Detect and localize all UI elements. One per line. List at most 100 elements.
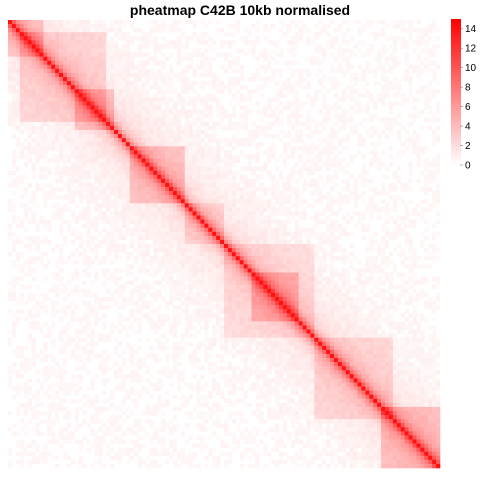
heatmap-cell — [337, 244, 343, 249]
heatmap-cell — [192, 223, 197, 229]
heatmap-cell — [251, 223, 256, 229]
heatmap-cell — [271, 154, 276, 159]
heatmap-cell — [55, 32, 60, 37]
heatmap-cell — [247, 178, 252, 184]
heatmap-cell — [8, 227, 13, 233]
heatmap-cell — [66, 20, 72, 25]
heatmap-cell — [157, 150, 162, 155]
heatmap-cell — [165, 117, 170, 123]
heatmap-cell — [208, 182, 213, 188]
heatmap-cell — [110, 244, 115, 249]
heatmap-cell — [98, 52, 103, 57]
heatmap-cell — [86, 154, 91, 159]
heatmap-cell — [184, 77, 189, 82]
heatmap-cell — [396, 93, 402, 98]
heatmap-cell — [400, 125, 405, 131]
heatmap-cell — [381, 223, 386, 229]
heatmap-cell — [94, 154, 99, 159]
heatmap-cell — [212, 182, 217, 188]
heatmap-cell — [224, 32, 229, 37]
heatmap-cell — [102, 227, 107, 233]
heatmap-cell — [117, 134, 123, 139]
heatmap-cell — [408, 142, 413, 147]
heatmap-cell — [47, 158, 52, 163]
heatmap-cell — [263, 64, 268, 70]
heatmap-cell — [43, 121, 48, 127]
heatmap-cell — [330, 81, 335, 86]
heatmap-cell — [153, 113, 158, 119]
heatmap-cell — [255, 268, 260, 273]
heatmap-cell — [86, 207, 91, 212]
heatmap-cell — [388, 68, 394, 74]
heatmap-cell — [59, 28, 64, 33]
heatmap-cell — [184, 191, 189, 196]
heatmap-cell — [129, 272, 134, 277]
heatmap-cell — [23, 244, 28, 249]
heatmap-cell — [62, 44, 68, 49]
heatmap-cell — [117, 292, 123, 298]
heatmap-cell — [318, 235, 323, 241]
heatmap-cell — [306, 109, 311, 114]
heatmap-cell — [59, 113, 64, 119]
heatmap-cell — [259, 174, 264, 180]
heatmap-cell — [98, 166, 103, 171]
heatmap-cell — [117, 276, 123, 281]
heatmap-cell — [94, 186, 99, 192]
heatmap-cell — [259, 93, 264, 98]
heatmap-cell — [129, 280, 134, 286]
heatmap-cell — [224, 162, 229, 167]
heatmap-cell — [432, 20, 437, 25]
heatmap-cell — [129, 166, 134, 171]
heatmap-cell — [326, 264, 331, 269]
heatmap-cell — [145, 203, 150, 208]
heatmap-cell — [298, 268, 303, 273]
heatmap-cell — [314, 244, 319, 249]
heatmap-cell — [369, 199, 374, 204]
heatmap-cell — [106, 113, 111, 119]
heatmap-cell — [74, 174, 79, 180]
heatmap-cell — [227, 150, 233, 155]
heatmap-cell — [66, 170, 72, 176]
heatmap-cell — [137, 138, 142, 143]
heatmap-cell — [176, 223, 182, 229]
heatmap-cell — [102, 235, 107, 241]
heatmap-cell — [345, 219, 350, 224]
heatmap-cell — [227, 244, 233, 249]
heatmap-cell — [137, 121, 142, 127]
heatmap-cell — [310, 288, 315, 294]
heatmap-cell — [302, 211, 307, 216]
heatmap-cell — [27, 48, 32, 53]
heatmap-cell — [137, 89, 142, 94]
heatmap-cell — [412, 260, 417, 265]
heatmap-cell — [11, 85, 17, 90]
heatmap-cell — [31, 191, 36, 196]
heatmap-cell — [133, 215, 138, 220]
heatmap-cell — [59, 142, 64, 147]
heatmap-cell — [86, 191, 91, 196]
heatmap-cell — [396, 223, 402, 229]
heatmap-cell — [243, 284, 248, 290]
heatmap-cell — [110, 154, 115, 159]
heatmap-cell — [47, 260, 52, 265]
heatmap-cell — [98, 150, 103, 155]
heatmap-cell — [98, 211, 103, 216]
heatmap-cell — [255, 20, 260, 25]
heatmap-cell — [23, 203, 28, 208]
heatmap-cell — [231, 146, 237, 151]
heatmap-cell — [212, 40, 217, 45]
heatmap-cell — [180, 199, 186, 204]
heatmap-cell — [35, 93, 40, 98]
heatmap-cell — [306, 121, 311, 127]
heatmap-cell — [117, 77, 123, 82]
heatmap-cell — [106, 138, 111, 143]
heatmap-cell — [294, 146, 299, 151]
heatmap-cell — [408, 292, 413, 298]
heatmap-cell — [121, 85, 127, 90]
heatmap-cell — [298, 72, 303, 78]
heatmap-cell — [51, 85, 56, 90]
heatmap-cell — [224, 215, 229, 220]
heatmap-cell — [39, 256, 44, 261]
heatmap-cell — [400, 252, 405, 257]
heatmap-cell — [377, 56, 382, 62]
heatmap-cell — [133, 162, 138, 167]
